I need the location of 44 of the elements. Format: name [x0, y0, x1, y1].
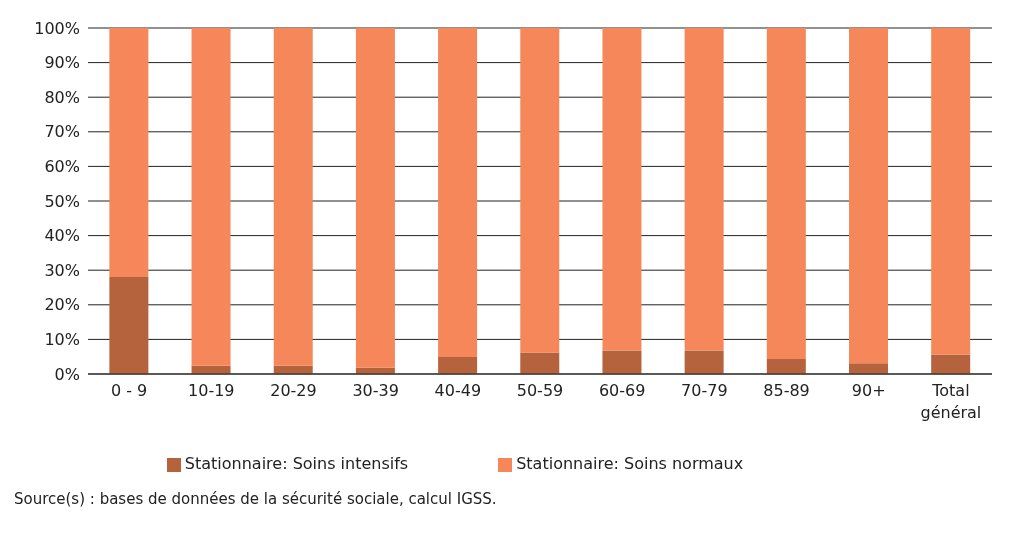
bar — [931, 28, 971, 355]
x-tick-label: 0 - 9 — [110, 381, 148, 400]
bar — [438, 28, 478, 358]
bar — [849, 28, 888, 364]
y-tick-label: 30% — [44, 260, 80, 280]
bar — [602, 350, 642, 374]
bar — [109, 277, 149, 374]
x-tick-label: 90+ — [851, 381, 886, 400]
legend-label: Stationnaire: Soins intensifs — [184, 454, 409, 473]
bar — [602, 28, 642, 351]
bar — [684, 350, 724, 374]
bar — [520, 28, 560, 353]
bar — [109, 28, 149, 278]
source-note: Source(s) : bases de données de la sécurité sociale, calcul IGSS. — [14, 490, 498, 508]
y-tick-label: 40% — [44, 226, 80, 246]
x-tick-label: 70-79 — [681, 381, 728, 400]
y-tick-label: 70% — [44, 122, 80, 142]
y-tick-label: 100% — [34, 18, 80, 38]
x-tick-label: 30-39 — [352, 381, 399, 400]
bar — [191, 28, 231, 366]
x-tick-label: 85-89 — [763, 381, 810, 400]
x-tick-label: 40-49 — [434, 381, 482, 400]
y-tick-label: 20% — [44, 295, 80, 315]
bar — [273, 28, 313, 366]
y-tick-label: 90% — [44, 53, 80, 73]
bar — [355, 28, 395, 368]
bar — [520, 352, 560, 374]
y-tick-label: 80% — [44, 87, 80, 107]
x-tick-label: 60-69 — [598, 381, 646, 400]
x-tick-label: Total général — [920, 381, 982, 422]
legend-label: Stationnaire: Soins normaux — [516, 454, 744, 473]
y-tick-label: 0% — [54, 364, 80, 384]
y-tick-label: 60% — [44, 157, 80, 177]
x-tick-label: 10-19 — [188, 381, 235, 400]
y-tick-label: 10% — [44, 330, 80, 350]
x-tick-label: 20-29 — [270, 381, 317, 400]
y-tick-label: 50% — [44, 191, 80, 211]
bar — [766, 359, 806, 374]
bar — [931, 354, 971, 374]
bar — [766, 28, 806, 360]
bar — [849, 363, 888, 374]
bar — [684, 28, 724, 351]
bar — [438, 357, 478, 374]
x-tick-label: 50-59 — [516, 381, 564, 400]
